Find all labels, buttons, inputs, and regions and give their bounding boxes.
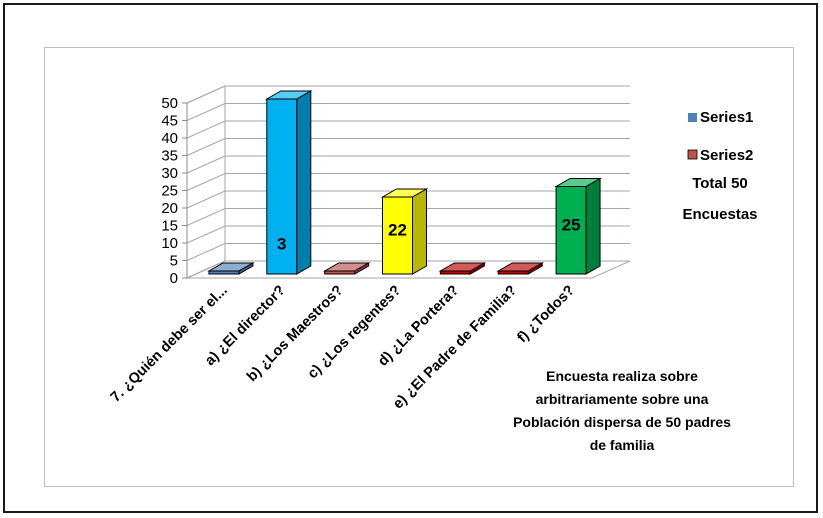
legend-label-series1: Series1 [700,109,753,126]
gridline [186,155,630,174]
category-label: 7. ¿Quién debe ser el... [108,283,231,406]
annotation-line: Población dispersa de 50 padres [513,414,731,430]
data-label: 25 [562,215,581,234]
category-label: b) ¿Los Maestros? [244,282,347,385]
y-tick-label: 10 [161,235,178,252]
bar-side [412,188,427,275]
category-label: f) ¿Todos? [514,282,578,346]
gridline [186,138,630,156]
legend-label-series2: Series2 [700,147,753,164]
legend-total-line1: Total 50 [692,175,748,192]
legend-swatch-series2 [687,149,698,160]
gridline [186,190,630,209]
gridline [186,103,630,121]
bars [207,90,602,275]
legend-total-line2: Encuestas [682,206,757,223]
gridlines [186,85,630,279]
y-tick-label: 25 [161,183,178,200]
gridline [186,120,630,139]
bar-side [585,177,601,275]
category-label: e) ¿El Padre de Familia? [390,282,520,412]
data-label: 3 [277,235,286,254]
category-labels: 7. ¿Quién debe ser el...a) ¿El director?… [108,282,578,412]
y-tick-label: 20 [161,200,178,217]
bar-side [296,90,312,275]
y-tick-label: 30 [161,165,178,182]
bar-side [527,262,543,275]
bar-side [354,262,370,275]
gridline [186,243,630,261]
gridline [186,208,630,226]
bar-front [555,186,587,275]
y-tick-label: 5 [170,253,178,270]
legend-swatch-series1 [688,113,697,122]
y-tick-label: 15 [161,218,178,235]
y-tick-label: 40 [161,130,178,147]
annotation-line: arbitrariamente sobre una [536,391,709,407]
y-tick-label: 0 [170,270,178,287]
legend: Series1 Series2 Total 50 Encuestas [682,109,757,223]
gridline [186,225,630,244]
y-tick-label: 50 [161,95,178,112]
gridline [186,85,630,104]
gridline [186,260,630,279]
bar-side [469,262,485,275]
gridline [186,173,630,191]
data-label: 22 [388,221,407,240]
bar-side [238,262,254,275]
data-labels: 3 22 25 [277,215,580,253]
y-tick-label: 45 [161,113,178,130]
annotation: Encuesta realiza sobre arbitrariamente so… [513,368,731,453]
annotation-line: Encuesta realiza sobre [546,368,698,384]
annotation-line: de familia [590,437,655,453]
y-tick-label: 35 [161,148,178,165]
